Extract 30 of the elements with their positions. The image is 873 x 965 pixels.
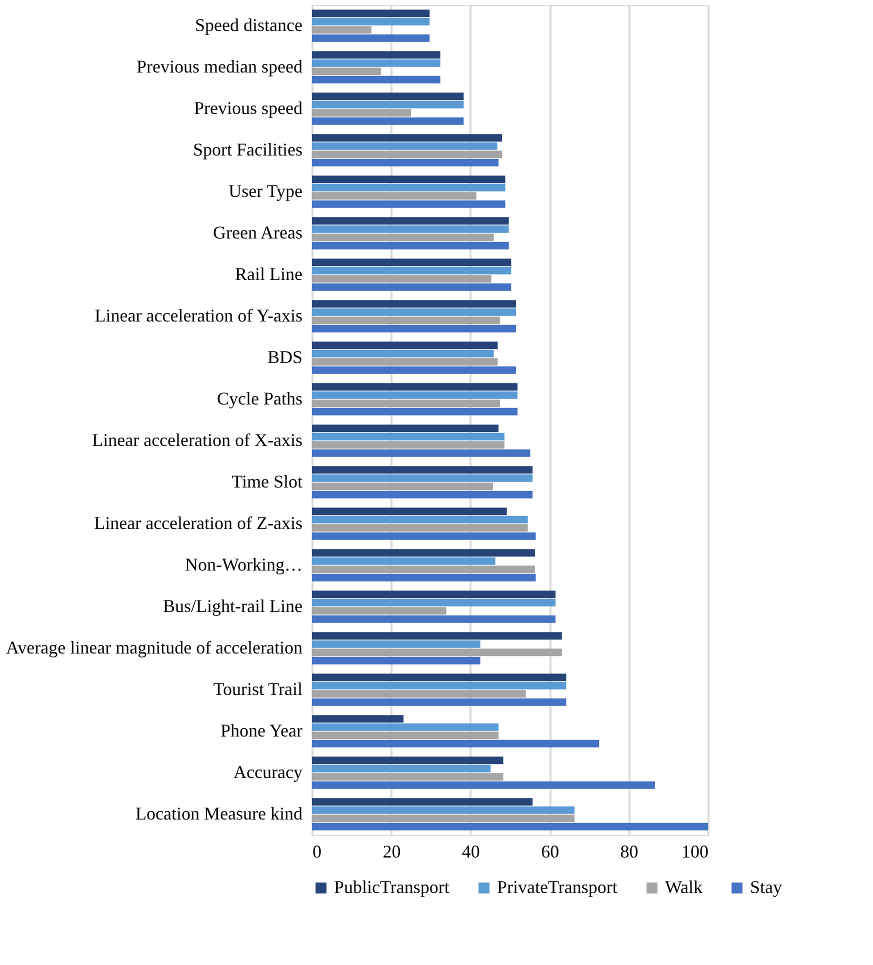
legend-label: PrivateTransport [497, 877, 618, 897]
y-tick-label: Previous speed [194, 98, 302, 118]
x-tick-label: 100 [682, 842, 708, 862]
y-tick-label: Sport Facilities [193, 139, 302, 160]
y-tick-label: Linear acceleration of X-axis [92, 430, 302, 450]
y-tick-label: Bus/Light-rail Line [163, 596, 302, 616]
y-tick-label: Linear acceleration of Y-axis [94, 305, 302, 326]
legend-label: Stay [750, 877, 782, 897]
legend-label: PublicTransport [334, 877, 450, 897]
y-tick-label: Linear acceleration of Z-axis [94, 512, 302, 533]
y-tick-label: Previous median speed [136, 56, 302, 76]
y-tick-label: Cycle Paths [217, 388, 302, 408]
x-tick-label: 40 [462, 842, 480, 862]
y-tick-label: Non-Working… [184, 554, 302, 574]
y-tick-label: Tourist Trail [213, 678, 302, 699]
y-tick-label: Average linear magnitude of acceleration [6, 637, 302, 658]
x-tick-label: 0 [312, 842, 322, 862]
y-tick-label: Phone Year [220, 720, 302, 740]
x-tick-label: 60 [541, 842, 560, 862]
y-tick-label: User Type [228, 180, 303, 201]
legend-label: Walk [665, 877, 703, 897]
y-tick-label: Rail Line [235, 264, 303, 284]
y-tick-label: Location Measure kind [136, 803, 302, 824]
y-tick-label: Speed distance [195, 14, 303, 35]
y-tick-label: Green Areas [213, 222, 302, 242]
y-tick-label: BDS [267, 346, 302, 367]
y-tick-label: Accuracy [234, 762, 302, 782]
x-tick-label: 80 [620, 842, 638, 862]
y-tick-label: Time Slot [232, 471, 302, 492]
x-tick-label: 20 [382, 842, 401, 862]
